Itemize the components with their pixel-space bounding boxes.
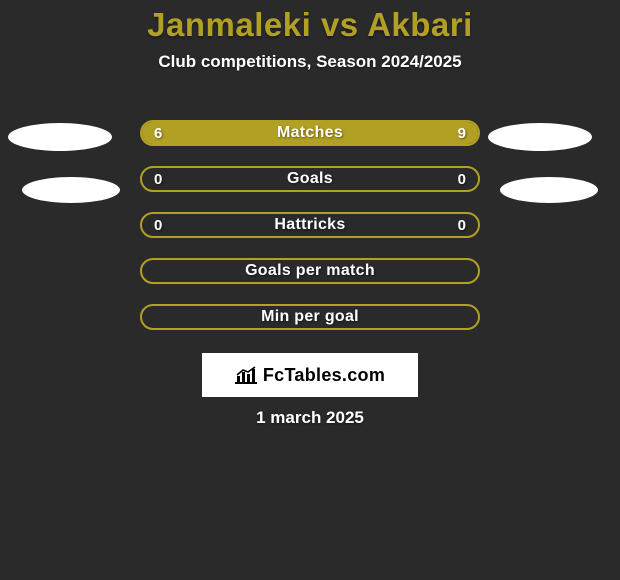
stat-rows: Matches69Goals00Hattricks00Goals per mat… [0,120,620,350]
page-title: Janmaleki vs Akbari [0,0,620,44]
stat-row-hattricks: Hattricks0 0 [140,212,480,238]
stat-row-goals: Goals0 0 [140,166,480,192]
stat-row-min-per-goal: Min per goal [140,304,480,330]
stat-value-right: 0 [446,168,478,190]
watermark: FcTables.com [202,353,418,397]
stat-value-left: 0 [142,168,174,190]
stat-value-left: 6 [142,122,174,144]
subtitle: Club competitions, Season 2024/2025 [0,52,620,72]
stat-label: Goals per match [142,260,478,282]
stat-label: Matches [142,122,478,144]
comparison-widget: Janmaleki vs Akbari Club competitions, S… [0,0,620,580]
watermark-text: FcTables.com [263,365,385,386]
chart-icon [235,366,257,384]
date-text: 1 march 2025 [0,408,620,428]
stat-value-right: 9 [446,122,478,144]
stat-value-right: 0 [446,214,478,236]
stat-label: Hattricks [142,214,478,236]
stat-row-goals-per-match: Goals per match [140,258,480,284]
stat-label: Goals [142,168,478,190]
stat-label: Min per goal [142,306,478,328]
stat-value-left: 0 [142,214,174,236]
stat-row-matches: Matches6 9 [140,120,480,146]
